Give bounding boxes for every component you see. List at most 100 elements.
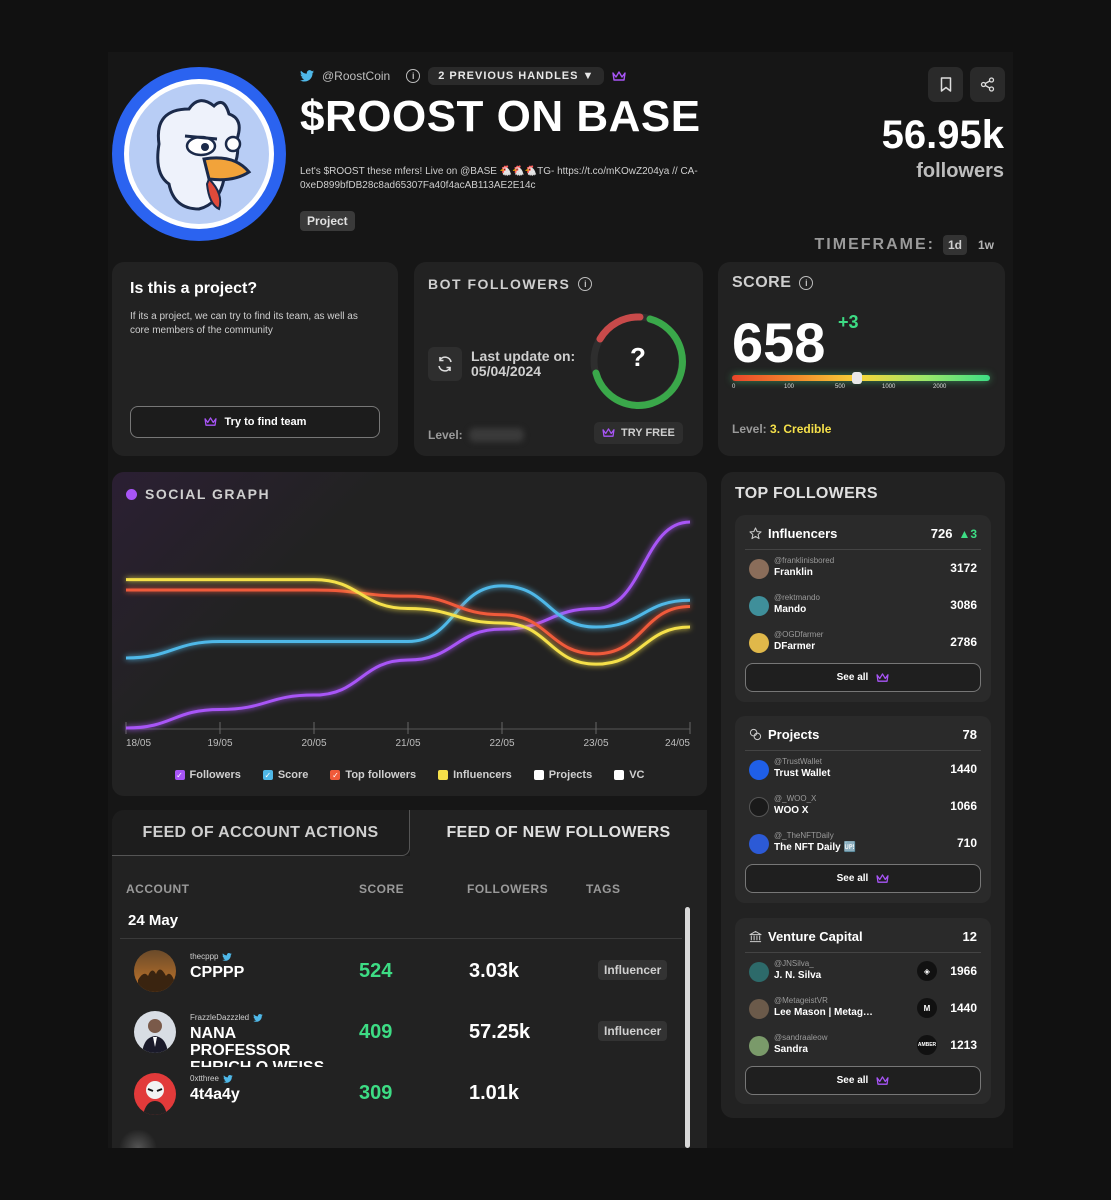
followers-count: 56.95k: [881, 113, 1004, 157]
list-item[interactable]: @_TheNFTDaily The NFT Daily 🆙 710: [749, 826, 977, 860]
info-icon[interactable]: i: [406, 69, 421, 83]
list-item[interactable]: @sandraaleow Sandra AMBER 1213: [749, 1028, 977, 1062]
follower-name: J. N. Silva: [774, 970, 822, 981]
tab-new-followers[interactable]: FEED OF NEW FOLLOWERS: [410, 810, 707, 856]
feed-name: 4t4a4y: [190, 1086, 240, 1103]
blurred-level: [468, 427, 524, 442]
tab-account-actions[interactable]: FEED OF ACCOUNT ACTIONS: [112, 810, 410, 856]
follower-name: DFarmer: [774, 641, 816, 652]
see-all-projects-button[interactable]: See all: [745, 864, 981, 893]
see-all-influencers-button[interactable]: See all: [745, 663, 981, 692]
legend-label: Followers: [189, 769, 241, 781]
top-followers-title: TOP FOLLOWERS: [735, 485, 878, 502]
divider: [745, 750, 981, 751]
column-header-account[interactable]: ACCOUNT: [126, 882, 190, 896]
info-icon[interactable]: i: [578, 277, 593, 291]
follower-handle: @rektmando: [774, 593, 820, 602]
twitter-icon: [253, 1013, 263, 1022]
rooster-illustration: [156, 99, 252, 211]
vc-count: 12: [962, 929, 977, 944]
try-free-label: TRY FREE: [621, 427, 675, 439]
list-item[interactable]: @JNSilva_ J. N. Silva ◈ 1966: [749, 954, 977, 988]
list-item[interactable]: @franklinisbored Franklin 3172: [749, 551, 977, 585]
feed-date: 24 May: [128, 912, 179, 929]
checkbox-icon[interactable]: ✓: [330, 770, 341, 780]
follower-value: 2786: [950, 635, 977, 649]
crown-icon: [203, 417, 217, 426]
checkbox-icon[interactable]: ✓: [262, 770, 273, 780]
legend-projects[interactable]: Projects: [533, 769, 592, 781]
follower-handle: @MetageistVR: [774, 996, 828, 1005]
timeframe-1w[interactable]: 1w: [977, 238, 994, 252]
info-icon[interactable]: i: [799, 276, 814, 290]
list-item[interactable]: @MetageistVR Lee Mason | Metag… M 1440: [749, 991, 977, 1025]
x-tick-label: 20/05: [301, 738, 326, 749]
feed-score: 409: [359, 1021, 393, 1043]
follower-value: 1066: [950, 799, 977, 813]
divider: [745, 952, 981, 953]
link-icon: [749, 728, 762, 741]
feed-scrollbar[interactable]: [685, 907, 690, 1148]
table-row[interactable]: 0xtthree 4t4a4y 309 1.01k: [112, 1068, 692, 1128]
column-header-tags[interactable]: TAGS: [586, 882, 621, 896]
last-update-date: 05/04/2024: [471, 363, 542, 379]
feed-followers: 3.03k: [469, 960, 520, 982]
checkbox-icon[interactable]: [533, 770, 544, 780]
social-graph-card: SOCIAL GRAPH 18/05 19/05 20/05 21/05 22/05 23…: [112, 472, 707, 796]
avatar: [118, 1130, 158, 1148]
see-all-label: See all: [836, 1075, 869, 1086]
share-button[interactable]: [970, 67, 1005, 102]
see-all-vc-button[interactable]: See all: [745, 1066, 981, 1095]
previous-handles-dropdown[interactable]: 2 PREVIOUS HANDLES ▼: [428, 67, 605, 85]
last-update-label: Last update on:: [471, 348, 576, 364]
bot-level: Level:: [428, 426, 524, 444]
table-row[interactable]: FrazzleDazzzled NANA PROFESSOR EHRICH O …: [112, 1007, 692, 1067]
column-header-followers[interactable]: FOLLOWERS: [467, 882, 549, 896]
vc-logo: ◈: [917, 961, 937, 981]
legend-influencers[interactable]: Influencers: [438, 769, 512, 781]
x-tick-label: 22/05: [489, 738, 514, 749]
checkbox-icon[interactable]: [438, 770, 449, 780]
score-tick: 2000: [933, 384, 947, 390]
list-item[interactable]: @TrustWallet Trust Wallet 1440: [749, 752, 977, 786]
feed-handle: 0xtthree: [190, 1074, 233, 1083]
score-tick: 100: [784, 384, 795, 390]
legend-label: Score: [277, 769, 309, 781]
legend-followers[interactable]: ✓ Followers: [174, 769, 241, 781]
legend-score[interactable]: ✓ Score: [262, 769, 309, 781]
followers-label: followers: [916, 160, 1004, 182]
list-item[interactable]: @rektmando Mando 3086: [749, 588, 977, 622]
find-team-button[interactable]: Try to find team: [130, 406, 380, 438]
timeframe-1d[interactable]: 1d: [942, 235, 967, 255]
follower-handle: @_TheNFTDaily: [774, 831, 834, 840]
follower-value: 1440: [950, 762, 977, 776]
twitter-icon: [300, 70, 314, 82]
score-value: 658: [732, 311, 826, 374]
table-row[interactable]: thecppp CPPPP 524 3.03k Influencer: [112, 942, 692, 1002]
share-icon: [980, 77, 995, 92]
avatar: [749, 1036, 769, 1056]
checkbox-icon[interactable]: [614, 770, 625, 780]
legend-vc[interactable]: VC: [614, 769, 645, 781]
follower-name: Lee Mason | Metag…: [774, 1007, 873, 1018]
see-all-label: See all: [836, 672, 869, 683]
influencers-delta: ▲3: [958, 526, 977, 541]
try-free-button[interactable]: TRY FREE: [594, 422, 683, 444]
follower-name: Franklin: [774, 567, 813, 578]
refresh-button[interactable]: [428, 347, 462, 381]
bookmark-button[interactable]: [928, 67, 963, 102]
score-tick: 500: [835, 384, 846, 390]
follower-handle: @sandraaleow: [774, 1033, 828, 1042]
avatar: [749, 760, 769, 780]
column-header-score[interactable]: SCORE: [359, 882, 405, 896]
follower-handle: @TrustWallet: [774, 757, 822, 766]
legend-top-followers[interactable]: ✓ Top followers: [330, 769, 416, 781]
list-item[interactable]: @OGDfarmer DFarmer 2786: [749, 625, 977, 659]
twitter-handle[interactable]: @RoostCoin: [322, 69, 391, 83]
checkbox-icon[interactable]: ✓: [174, 770, 185, 780]
avatar: [134, 950, 176, 992]
crown-icon: [612, 70, 627, 81]
list-item[interactable]: @_WOO_X WOO X 1066: [749, 789, 977, 823]
social-graph-chart: 18/05 19/05 20/05 21/05 22/05 23/05 24/05: [125, 520, 691, 749]
last-update: Last update on: 05/04/2024: [471, 349, 575, 379]
